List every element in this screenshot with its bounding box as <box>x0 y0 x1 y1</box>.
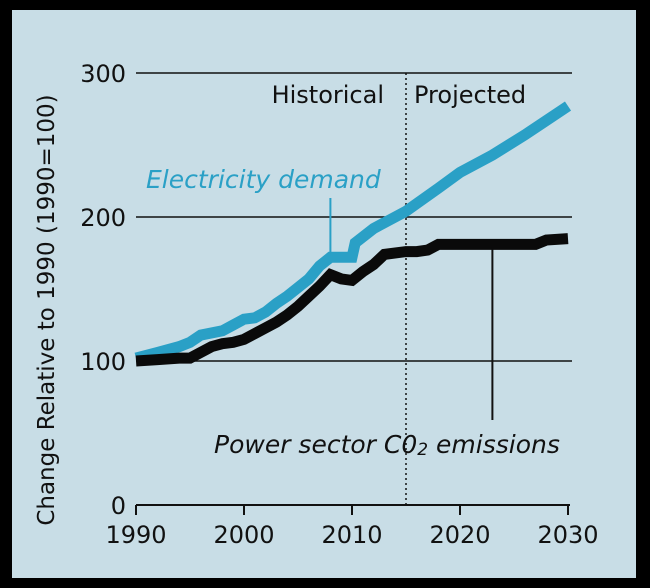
x-tick-label-2000: 2000 <box>213 521 274 549</box>
emissions-label-main: Power sector C0 <box>214 430 417 459</box>
chart-frame: 0 100 200 300 1990 2000 2010 2020 2030 Historica… <box>12 10 636 578</box>
x-tick-label-1990: 1990 <box>105 521 166 549</box>
emissions-line <box>135 233 569 367</box>
y-tick-label-200: 200 <box>80 204 126 232</box>
emissions-label: Power sector C02 emissions <box>214 430 560 460</box>
x-tick-label-2010: 2010 <box>321 521 382 549</box>
y-axis-label: Change Relative to 1990 (1990=100) <box>34 94 60 525</box>
y-tick-label-300: 300 <box>80 60 126 88</box>
electricity-demand-line <box>134 101 572 364</box>
emissions-label-subscript: 2 <box>417 440 428 460</box>
y-tick-label-0: 0 <box>111 492 126 520</box>
historical-label: Historical <box>272 81 384 109</box>
line-chart: 0 100 200 300 1990 2000 2010 2020 2030 Historica… <box>34 60 599 549</box>
emissions-label-suffix: emissions <box>428 430 560 459</box>
y-tick-label-100: 100 <box>80 348 126 376</box>
x-tick-label-2030: 2030 <box>537 521 598 549</box>
projected-label: Projected <box>414 81 526 109</box>
x-tick-label-2020: 2020 <box>429 521 490 549</box>
electricity-demand-label: Electricity demand <box>146 165 381 194</box>
